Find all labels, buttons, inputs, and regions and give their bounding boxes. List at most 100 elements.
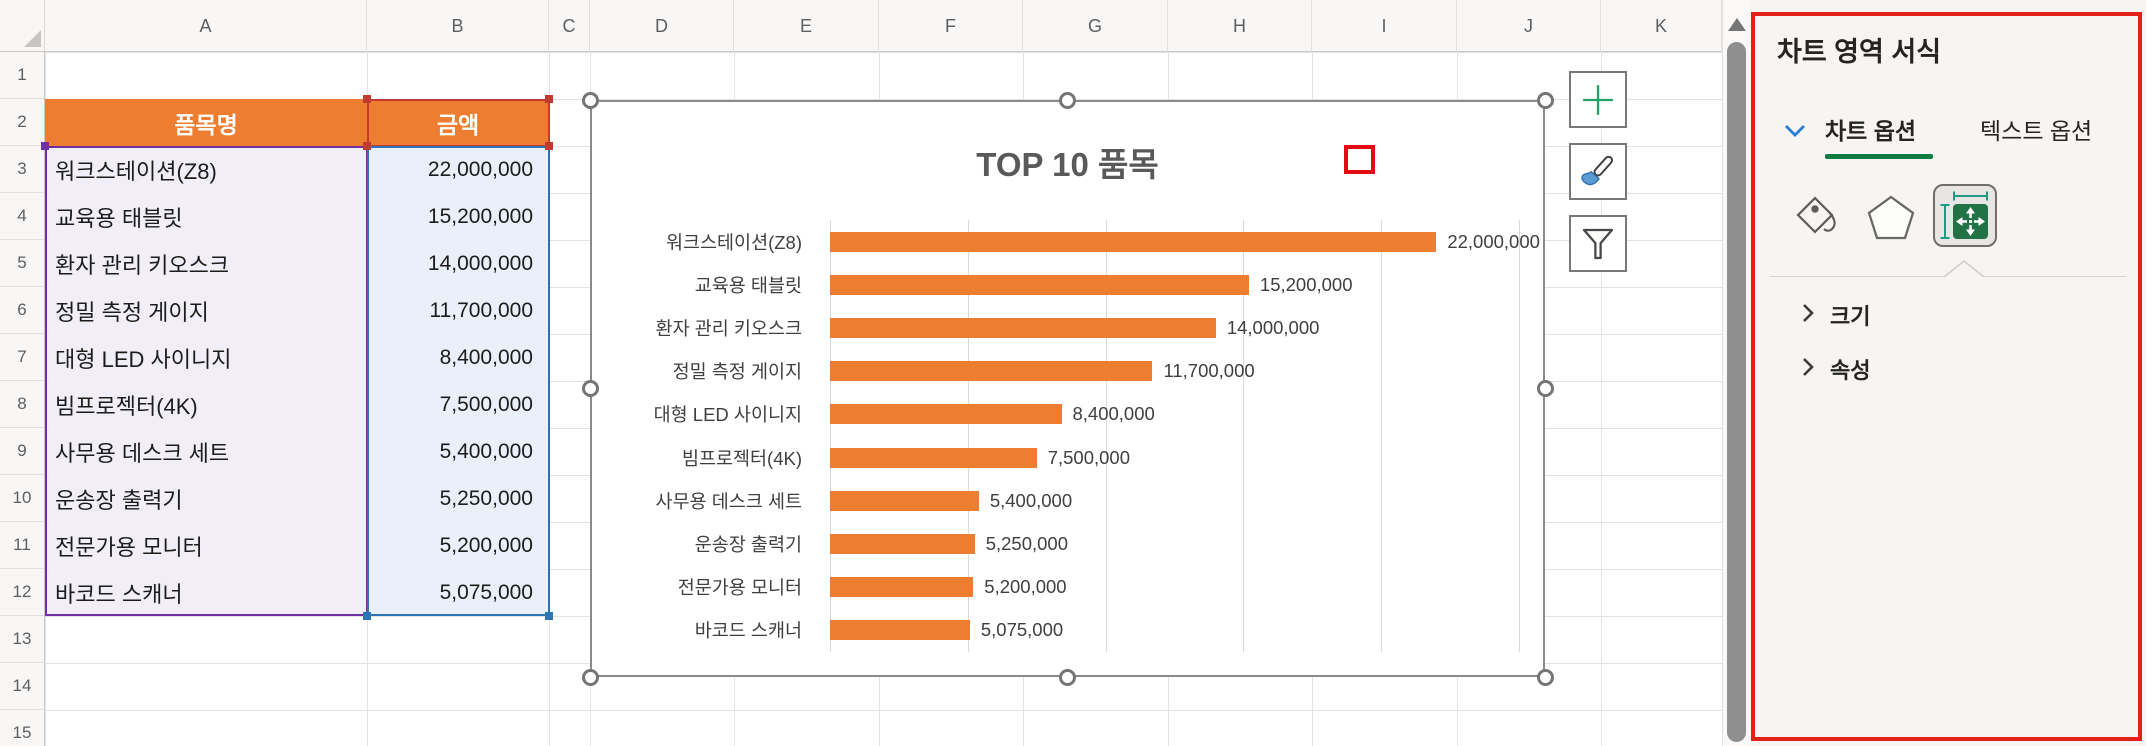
chart-resize-handle[interactable] <box>1059 91 1076 109</box>
chart-resize-handle[interactable] <box>581 91 599 109</box>
table-row-amount-cell[interactable]: 15,200,000 <box>367 193 549 240</box>
section-size[interactable]: 크기 <box>1830 304 1871 329</box>
table-row-item-cell[interactable]: 운송장 출력기 <box>45 475 367 522</box>
row-header-9[interactable]: 9 <box>0 428 44 475</box>
chart-bar[interactable] <box>830 577 974 598</box>
row-header-4[interactable]: 4 <box>0 193 44 240</box>
chart-bar[interactable] <box>830 361 1153 382</box>
table-row-amount-cell[interactable]: 5,075,000 <box>367 569 549 616</box>
row-header-3[interactable]: 3 <box>0 146 44 193</box>
red-range-handle[interactable] <box>545 95 553 103</box>
chart-bar[interactable] <box>830 490 979 511</box>
chart-bar[interactable] <box>830 447 1037 468</box>
blue-range-handle[interactable] <box>545 612 553 620</box>
table-row-item-cell[interactable]: 워크스테이션(Z8) <box>45 146 367 193</box>
table-row-item-cell[interactable]: 교육용 태블릿 <box>45 193 367 240</box>
size-properties-icon <box>1940 191 1988 239</box>
column-header-J[interactable]: J <box>1457 0 1601 52</box>
scrollbar-thumb[interactable] <box>1727 42 1746 742</box>
table-row-amount-cell[interactable]: 5,400,000 <box>367 428 549 475</box>
category-label: 운송장 출력기 <box>694 533 802 555</box>
table-row-amount-cell[interactable]: 5,250,000 <box>367 475 549 522</box>
size-properties-icon-selected[interactable] <box>1933 184 1997 247</box>
table-row-item-cell[interactable]: 대형 LED 사이니지 <box>45 334 367 381</box>
table-row-item-cell[interactable]: 정밀 측정 게이지 <box>45 287 367 334</box>
table-row-amount-cell[interactable]: 8,400,000 <box>367 334 549 381</box>
red-range-handle[interactable] <box>545 142 553 150</box>
table-row-amount-cell[interactable]: 22,000,000 <box>367 146 549 193</box>
category-label: 정밀 측정 게이지 <box>672 361 802 383</box>
column-header-B[interactable]: B <box>367 0 549 52</box>
column-header-E[interactable]: E <box>734 0 879 52</box>
chevron-right-icon[interactable] <box>1802 357 1814 377</box>
column-header-C[interactable]: C <box>549 0 590 52</box>
chart-filters-button[interactable] <box>1569 215 1627 272</box>
chart-bar[interactable] <box>830 404 1062 425</box>
chart-resize-handle[interactable] <box>581 380 599 397</box>
row-header-8[interactable]: 8 <box>0 381 44 428</box>
table-row-item-cell[interactable]: 전문가용 모니터 <box>45 522 367 569</box>
column-header-I[interactable]: I <box>1312 0 1457 52</box>
plot-area[interactable]: 22,000,000 15,200,000 14,000,000 11,700,000… <box>830 220 1540 652</box>
table-row-amount-cell[interactable]: 14,000,000 <box>367 240 549 287</box>
table-row-amount-cell[interactable]: 11,700,000 <box>367 287 549 334</box>
table-row-item-cell[interactable]: 환자 관리 키오스크 <box>45 240 367 287</box>
chart-bar[interactable] <box>830 318 1216 338</box>
row-header-12[interactable]: 12 <box>0 569 44 616</box>
column-header-H[interactable]: H <box>1168 0 1312 52</box>
table-row-item-cell[interactable]: 바코드 스캐너 <box>45 569 367 616</box>
column-header-F[interactable]: F <box>879 0 1023 52</box>
column-header-G[interactable]: G <box>1023 0 1168 52</box>
column-header-K[interactable]: K <box>1601 0 1722 52</box>
purple-range-handle[interactable] <box>41 142 49 150</box>
chart-resize-handle[interactable] <box>1536 91 1554 109</box>
blue-range-handle[interactable] <box>363 612 371 620</box>
chart-resize-handle[interactable] <box>1536 668 1554 686</box>
red-range-handle[interactable] <box>363 142 371 150</box>
scroll-up-arrow-icon[interactable] <box>1728 18 1746 31</box>
chart-gridline <box>830 220 831 652</box>
row-header-1[interactable]: 1 <box>0 52 44 99</box>
chevron-right-icon[interactable] <box>1802 303 1814 323</box>
effects-icon[interactable] <box>1866 193 1916 241</box>
table-row-item-cell[interactable]: 사무용 데스크 세트 <box>45 428 367 475</box>
column-header-A[interactable]: A <box>45 0 367 52</box>
range-border-categories-purple <box>45 146 368 616</box>
row-header-5[interactable]: 5 <box>0 240 44 287</box>
row-header-11[interactable]: 11 <box>0 522 44 569</box>
chart-resize-handle[interactable] <box>581 668 599 686</box>
chart-resize-handle[interactable] <box>1059 668 1076 686</box>
chart-styles-button[interactable] <box>1569 143 1627 200</box>
row-header-6[interactable]: 6 <box>0 287 44 334</box>
column-header-D[interactable]: D <box>590 0 734 52</box>
chart-elements-button[interactable] <box>1569 71 1627 128</box>
chart-bar[interactable] <box>830 534 975 554</box>
table-row-item-cell[interactable]: 빔프로젝터(4K) <box>45 381 367 428</box>
select-all-corner[interactable] <box>0 0 45 52</box>
row-header-15[interactable]: 15 <box>0 710 44 746</box>
chart-bar[interactable] <box>830 620 970 641</box>
chart-object[interactable]: TOP 10 품목 22,000,000 15,200,000 14,000,000… <box>590 100 1545 677</box>
row-header-7[interactable]: 7 <box>0 334 44 381</box>
row-header-14[interactable]: 14 <box>0 663 44 710</box>
chart-bar[interactable] <box>830 231 1437 252</box>
row-header-2[interactable]: 2 <box>0 99 44 146</box>
chart-title[interactable]: TOP 10 품목 <box>976 146 1159 183</box>
row-header-10[interactable]: 10 <box>0 475 44 522</box>
data-label: 5,200,000 <box>984 576 1067 598</box>
section-properties[interactable]: 속성 <box>1830 358 1871 383</box>
red-range-handle[interactable] <box>363 95 371 103</box>
tab-text-options[interactable]: 텍스트 옵션 <box>1980 118 2093 144</box>
chart-bar[interactable] <box>830 274 1249 295</box>
cell-B2-amount-header[interactable]: 금액 <box>367 99 549 146</box>
vertical-scrollbar[interactable] <box>1722 0 1750 746</box>
tab-chart-options[interactable]: 차트 옵션 <box>1825 118 1917 144</box>
row-header-13[interactable]: 13 <box>0 616 44 663</box>
chart-resize-handle[interactable] <box>1536 380 1554 397</box>
fill-line-icon[interactable] <box>1796 196 1844 242</box>
table-row-amount-cell[interactable]: 7,500,000 <box>367 381 549 428</box>
table-row-amount-cell[interactable]: 5,200,000 <box>367 522 549 569</box>
cell-A2-item-header[interactable]: 품목명 <box>45 99 367 146</box>
chevron-down-icon[interactable] <box>1784 124 1806 138</box>
